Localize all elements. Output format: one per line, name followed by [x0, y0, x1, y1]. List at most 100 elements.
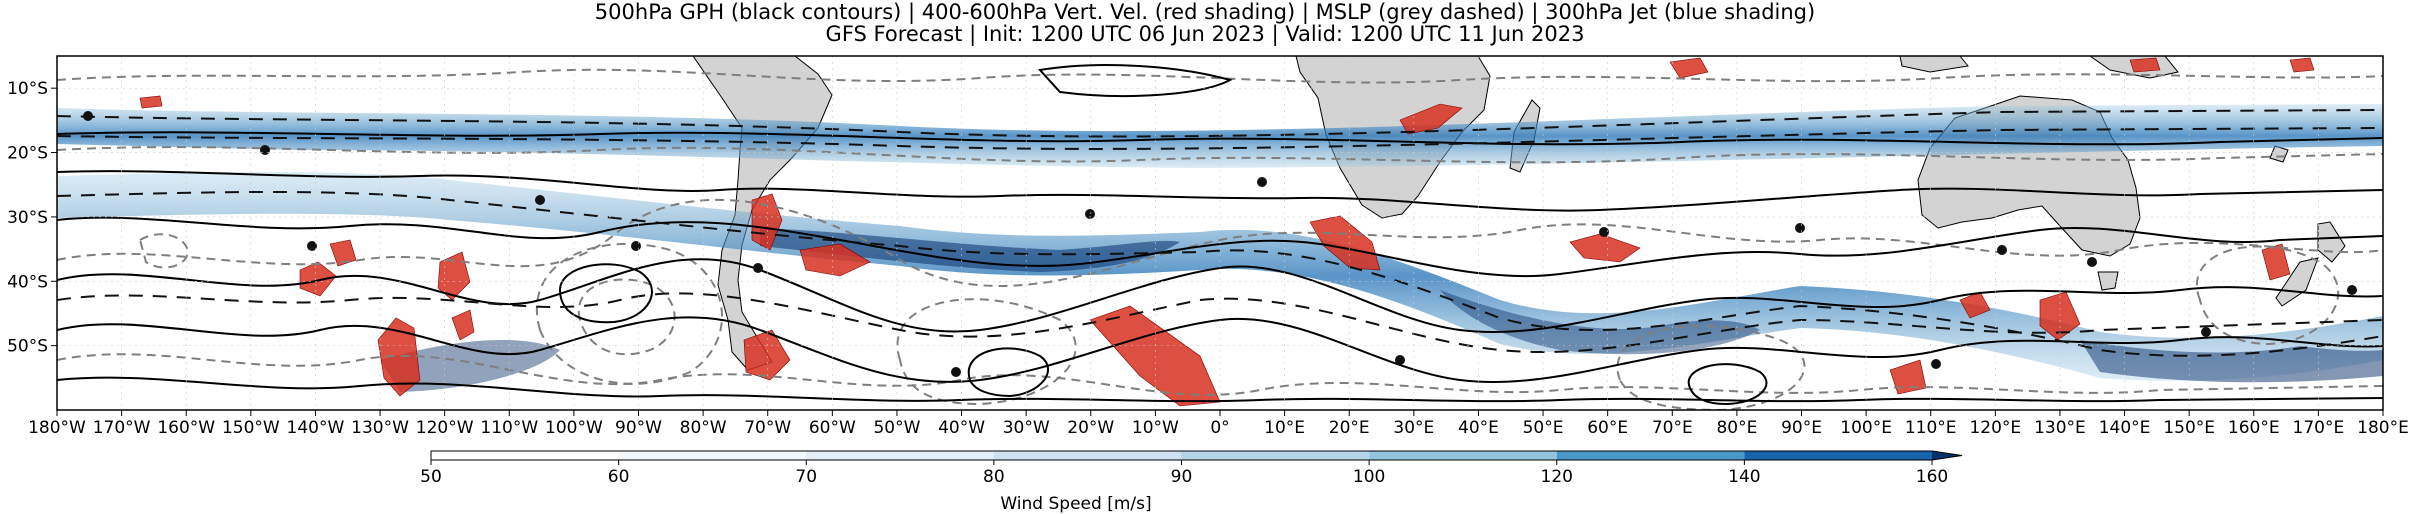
lon-tick-label: 120°W	[416, 418, 474, 438]
lon-tick-label: 150°W	[222, 418, 280, 438]
colorbar-bin	[806, 451, 994, 460]
colorbar-bin	[1181, 451, 1370, 460]
vv-patch-indian-1	[1569, 233, 1641, 263]
mslp-low-indian	[1616, 324, 1806, 410]
lon-tick-label: 170°W	[93, 418, 151, 438]
lon-tick-label: 120°E	[1969, 418, 2021, 438]
gph-contour-2	[57, 170, 2383, 212]
vv-patch-tropics-3	[139, 95, 163, 109]
lon-tick-label: 110°W	[480, 418, 538, 438]
jet-core-south-pacific	[2080, 340, 2383, 383]
vv-patch-atlantic-2	[1089, 305, 1221, 407]
colorbar-bin	[1556, 451, 1745, 460]
lon-tick-label: 60°W	[809, 418, 856, 438]
colorbar-bin	[618, 451, 807, 460]
lon-tick-label: 110°E	[1905, 418, 1957, 438]
colorbar-label: Wind Speed [m/s]	[1000, 494, 1151, 514]
lon-tick-label: 30°E	[1393, 418, 1434, 438]
center-marker	[1599, 227, 1609, 237]
mslp-low-pacific-inner	[577, 278, 676, 356]
lon-tick-label: 20°W	[1067, 418, 1114, 438]
vv-patch-tropics-4	[2289, 57, 2315, 73]
lon-tick-label: 100°W	[545, 418, 603, 438]
wind-speed-colorbar: 50 60 70 80 90 100 120 140 160	[420, 450, 1963, 487]
vv-patch-tropics-1	[1669, 57, 1709, 79]
lon-tick-label: 90°W	[615, 418, 662, 438]
wind-arrows-layer	[57, 109, 2383, 357]
lon-tick-label: 80°E	[1716, 418, 1757, 438]
colorbar-tick-label: 70	[795, 467, 817, 487]
lon-tick-label: 40°W	[938, 418, 985, 438]
lon-tick-label: 80°W	[680, 418, 727, 438]
lon-tick-label: 180°W	[28, 418, 86, 438]
lat-tick-label: 40°S	[7, 272, 48, 292]
map-layers	[57, 56, 2383, 410]
lat-tick-label: 30°S	[7, 208, 48, 228]
gph-contours-layer	[57, 64, 2383, 406]
tasmania-landmass	[2097, 271, 2119, 291]
colorbar-tick-label: 90	[1171, 467, 1193, 487]
graticule-layer	[57, 56, 2383, 410]
colorbar-bin	[1744, 451, 1932, 460]
center-marker	[2347, 285, 2357, 295]
lon-tick-label: 10°E	[1264, 418, 1305, 438]
lon-tick-label: 50°W	[873, 418, 920, 438]
lat-tick-label: 10°S	[7, 79, 48, 99]
vv-patch-safrica	[1309, 215, 1381, 271]
lon-tick-label: 0°	[1210, 418, 1229, 438]
mslp-contour-3	[57, 199, 2383, 287]
indonesia-islands-landmass	[1899, 56, 1969, 73]
center-marker	[631, 241, 641, 251]
center-marker	[2201, 327, 2211, 337]
lon-tick-label: 140°E	[2099, 418, 2151, 438]
gph-contour-4	[57, 258, 2383, 333]
center-marker	[1931, 359, 1941, 369]
gph-contour-equatorial	[1038, 64, 1233, 97]
vv-patch-nz	[2261, 243, 2291, 281]
latitude-axis: 10°S 20°S 30°S 40°S 50°S	[7, 79, 57, 357]
colorbar-tick-label: 160	[1916, 467, 1948, 487]
mslp-contour-5	[138, 233, 190, 269]
lon-tick-label: 10°W	[1132, 418, 1179, 438]
colorbar-bin	[431, 451, 619, 460]
vv-patch-pacific-4	[437, 251, 471, 301]
colorbar-tick-label: 100	[1353, 467, 1385, 487]
colorbar-tick-label: 80	[983, 467, 1005, 487]
colorbar-tick-label: 50	[420, 467, 442, 487]
lon-tick-label: 30°W	[1003, 418, 1050, 438]
wind-arrows-row-2	[57, 127, 2383, 150]
lon-tick-label: 130°W	[351, 418, 409, 438]
colorbar-bin	[993, 451, 1182, 460]
vv-patch-pacific-3	[377, 317, 421, 397]
colorbar-tick-label: 140	[1728, 467, 1760, 487]
lon-tick-label: 70°E	[1652, 418, 1693, 438]
lon-tick-label: 100°E	[1840, 418, 1892, 438]
vv-patch-samerica-south	[743, 329, 791, 381]
colorbar-tick-label: 60	[608, 467, 630, 487]
center-marker	[753, 263, 763, 273]
colorbar-tick-label: 120	[1541, 467, 1573, 487]
gph-contour-6	[57, 376, 2383, 403]
colorbar-extend-tip	[1932, 451, 1962, 460]
mslp-contour-2	[57, 146, 2383, 164]
vv-patch-atlantic-1	[799, 243, 871, 277]
lon-tick-label: 20°E	[1329, 418, 1370, 438]
longitude-axis: 180°W 170°W 160°W 150°W 140°W 130°W 120°W 110°W…	[28, 410, 2409, 438]
center-marker	[83, 111, 93, 121]
gph-closed-low-indian	[1687, 363, 1768, 406]
map-title: 500hPa GPH (black contours) | 400-600hPa…	[594, 0, 1816, 24]
lon-tick-label: 180°E	[2357, 418, 2409, 438]
gph-contour-3	[57, 216, 2383, 278]
center-marker	[535, 195, 545, 205]
lon-tick-label: 160°W	[157, 418, 215, 438]
lat-tick-label: 20°S	[7, 144, 48, 164]
center-marker	[260, 145, 270, 155]
pressure-centers-layer	[83, 111, 2357, 377]
wind-arrows-row-4	[57, 292, 2383, 353]
center-marker	[2087, 257, 2097, 267]
center-marker	[1257, 177, 1267, 187]
lon-tick-label: 70°W	[744, 418, 791, 438]
new-caledonia-landmass	[2269, 145, 2289, 163]
gph-closed-high-pacific	[558, 263, 653, 324]
